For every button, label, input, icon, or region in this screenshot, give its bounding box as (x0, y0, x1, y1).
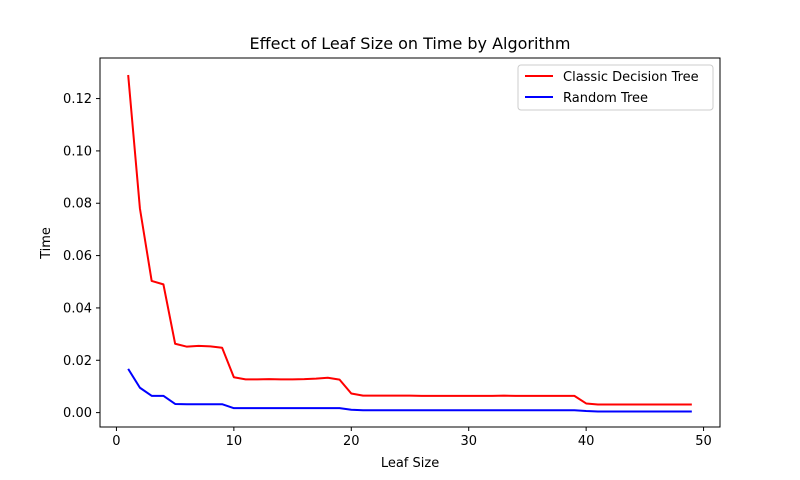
y-tick-label: 0.00 (63, 406, 92, 421)
x-tick-label: 10 (226, 434, 243, 449)
x-tick-label: 30 (460, 434, 477, 449)
legend-box (517, 64, 714, 111)
series-line-classic-decision-tree (127, 74, 692, 406)
x-axis-title: Leaf Size (381, 456, 439, 471)
x-tick-label: 40 (578, 434, 595, 449)
y-tick-label: 0.06 (63, 249, 92, 264)
y-tick-label: 0.02 (63, 354, 92, 369)
y-tick-label: 0.10 (63, 144, 92, 159)
series-line-random-tree (127, 368, 692, 413)
x-tick-label: 0 (112, 434, 120, 449)
legend: Classic Decision Tree Random Tree (517, 64, 714, 111)
y-tick-label: 0.08 (63, 197, 92, 212)
y-tick-label: 0.12 (63, 92, 92, 107)
chart-title: Effect of Leaf Size on Time by Algorithm (250, 34, 571, 53)
y-tick-label: 0.04 (63, 301, 92, 316)
x-tick-label: 20 (343, 434, 360, 449)
legend-label-classic-decision-tree: Classic Decision Tree (563, 70, 699, 85)
x-axis-ticks: 0 10 20 30 40 50 (112, 427, 712, 449)
plot-frame (99, 57, 721, 428)
plot-area: 0 10 20 30 40 50 0.00 0.02 0.04 0.06 0.08 0.10 0.12 (63, 57, 721, 449)
y-axis-ticks: 0.00 0.02 0.04 0.06 0.08 0.10 0.12 (63, 92, 100, 421)
y-axis-title: Time (39, 227, 54, 260)
series-layer (127, 74, 692, 413)
legend-label-random-tree: Random Tree (563, 91, 648, 106)
x-tick-label: 50 (695, 434, 712, 449)
